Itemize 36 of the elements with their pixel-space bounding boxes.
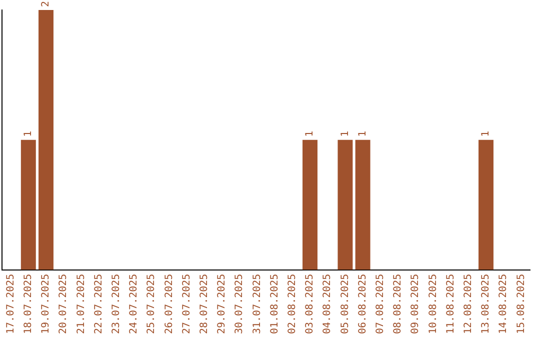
x-tick-label: 22.07.2025: [93, 274, 104, 334]
x-tick-label: 27.07.2025: [181, 274, 192, 334]
x-tick-label: 17.07.2025: [5, 274, 16, 334]
x-tick-label: 28.07.2025: [198, 274, 210, 334]
x-tick-label: 18.07.2025: [22, 274, 34, 334]
x-tick-label: 08.08.2025: [392, 274, 404, 334]
x-tick-label: 06.08.2025: [357, 274, 368, 334]
x-tick-label: 24.07.2025: [128, 274, 140, 334]
data-label: 1: [357, 130, 368, 137]
x-tick-label: 05.08.2025: [340, 274, 351, 334]
x-tick-label: 04.08.2025: [322, 274, 334, 334]
x-tick-label: 12.08.2025: [462, 274, 474, 334]
x-tick-label: 13.08.2025: [480, 274, 492, 334]
data-label: 1: [304, 130, 316, 137]
x-tick-label: 02.08.2025: [286, 274, 298, 334]
x-tick-label: 26.07.2025: [164, 274, 175, 334]
x-tick-label: 10.08.2025: [428, 274, 439, 334]
x-tick-label: 03.08.2025: [304, 274, 316, 334]
data-label: 2: [40, 0, 52, 7]
data-label: 1: [22, 130, 34, 137]
x-tick-label: 11.08.2025: [445, 274, 456, 334]
x-tick-label: 15.08.2025: [516, 274, 527, 334]
x-tick-label: 14.08.2025: [498, 274, 510, 334]
data-label: 1: [480, 130, 492, 137]
x-tick-label: 09.08.2025: [410, 274, 422, 334]
x-tick-label: 07.08.2025: [374, 274, 386, 334]
x-tick-label: 21.07.2025: [76, 274, 87, 334]
x-tick-label: 31.07.2025: [252, 274, 263, 334]
x-tick-label: 01.08.2025: [269, 274, 280, 334]
x-tick-label: 19.07.2025: [40, 274, 52, 334]
x-tick-label: 30.07.2025: [234, 274, 246, 334]
x-tick-label: 25.07.2025: [146, 274, 158, 334]
x-tick-label: 23.07.2025: [110, 274, 122, 334]
x-tick-label: 29.07.2025: [216, 274, 228, 334]
data-label: 1: [340, 130, 351, 137]
x-tick-label: 20.07.2025: [58, 274, 70, 334]
